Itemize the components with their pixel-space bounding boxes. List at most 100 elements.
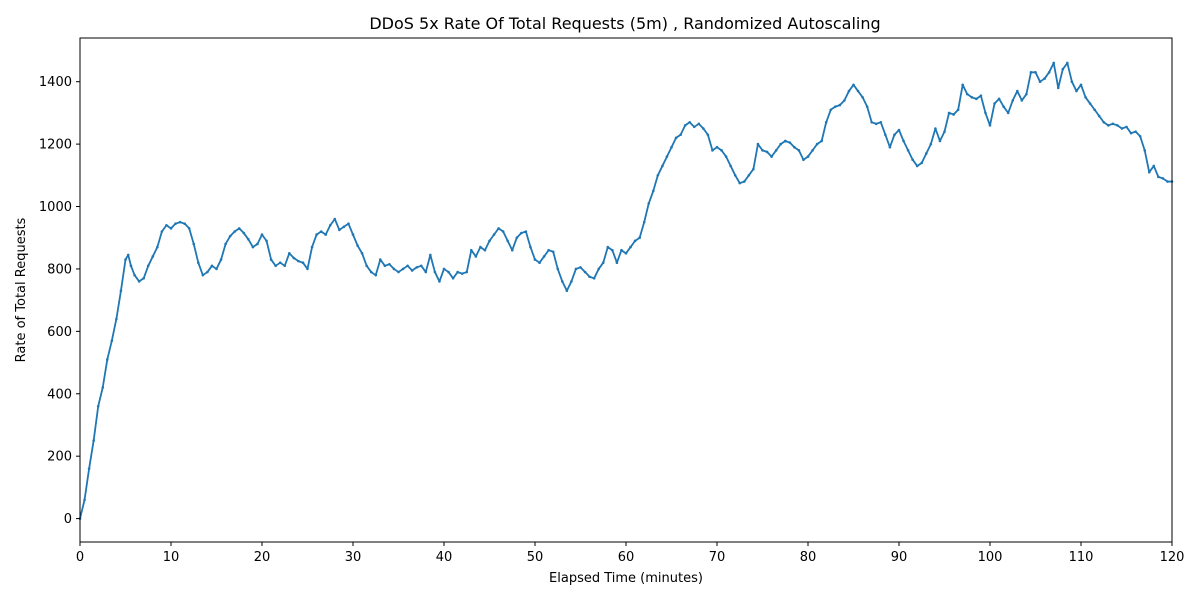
- data-point-76: [419, 264, 423, 268]
- data-point-108: [565, 289, 569, 293]
- x-tick-label: 0: [76, 550, 84, 565]
- data-point-40: [256, 242, 259, 246]
- data-point-91: [488, 239, 491, 243]
- data-point-176: [874, 122, 878, 126]
- data-point-38: [247, 237, 250, 241]
- data-point-187: [925, 152, 928, 155]
- data-point-87: [470, 248, 473, 252]
- data-point-103: [542, 255, 546, 258]
- data-point-126: [647, 202, 651, 205]
- data-point-235: [1143, 149, 1146, 152]
- data-point-53: [315, 233, 318, 236]
- data-point-188: [929, 142, 933, 146]
- data-point-33: [224, 242, 227, 246]
- data-point-84: [456, 270, 459, 274]
- data-point-4: [96, 404, 100, 408]
- data-point-34: [228, 234, 232, 238]
- data-point-16: [146, 264, 150, 268]
- data-point-192: [947, 111, 951, 115]
- data-point-122: [629, 245, 632, 249]
- data-point-223: [1088, 102, 1092, 105]
- data-point-205: [1006, 111, 1010, 115]
- data-point-50: [301, 261, 305, 264]
- data-point-81: [442, 267, 446, 271]
- data-point-92: [492, 233, 496, 236]
- data-point-203: [997, 97, 1001, 101]
- x-tick-label: 20: [254, 550, 271, 565]
- data-point-51: [306, 267, 309, 271]
- data-point-127: [652, 189, 655, 193]
- data-point-138: [702, 127, 705, 130]
- data-point-61: [351, 233, 355, 236]
- data-point-233: [1134, 130, 1137, 133]
- data-point-97: [515, 236, 519, 240]
- data-point-64: [365, 264, 368, 268]
- data-point-148: [747, 174, 751, 177]
- data-point-58: [338, 228, 341, 232]
- x-tick-label: 100: [978, 550, 1003, 565]
- data-point-175: [870, 120, 873, 124]
- data-point-201: [988, 124, 992, 127]
- data-point-94: [501, 230, 505, 233]
- y-tick-label: 1000: [39, 200, 72, 215]
- plot-area: 0 10 20 30 40 50 60 70 80 90 100 110 120 0 200 400 600 8…: [39, 37, 1184, 565]
- data-point-172: [856, 89, 860, 93]
- data-point-208: [1020, 99, 1024, 102]
- data-point-195: [961, 83, 964, 87]
- data-point-147: [743, 180, 746, 183]
- y-tick-label: 600: [47, 325, 72, 340]
- data-point-109: [570, 280, 573, 283]
- data-point-116: [601, 261, 605, 264]
- data-point-11: [126, 253, 130, 257]
- data-point-17: [151, 255, 155, 258]
- data-point-146: [738, 181, 742, 185]
- data-point-216: [1056, 86, 1060, 90]
- data-point-113: [588, 275, 591, 279]
- data-point-131: [670, 145, 673, 149]
- y-tick-label: 1400: [39, 75, 72, 90]
- data-point-118: [611, 248, 614, 252]
- data-point-194: [956, 108, 960, 112]
- data-point-124: [638, 236, 641, 240]
- data-point-15: [142, 277, 145, 280]
- data-point-29: [206, 270, 209, 274]
- data-point-78: [429, 253, 432, 257]
- data-point-170: [847, 89, 851, 93]
- data-point-200: [984, 111, 987, 115]
- data-point-142: [720, 149, 723, 152]
- data-point-86: [465, 270, 469, 274]
- data-point-160: [802, 158, 805, 162]
- data-point-8: [115, 317, 118, 321]
- data-point-177: [879, 120, 883, 124]
- data-point-68: [383, 264, 387, 268]
- data-point-237: [1152, 164, 1156, 168]
- x-tick-label: 60: [618, 550, 635, 565]
- data-point-149: [752, 167, 755, 171]
- data-point-209: [1025, 92, 1028, 96]
- y-tick-label: 200: [47, 450, 72, 465]
- x-axis-ticks: 0 10 20 30 40 50 60 70 80 90 100 110 120: [76, 542, 1184, 565]
- data-point-25: [187, 227, 191, 230]
- data-point-135: [688, 120, 691, 124]
- data-point-153: [770, 155, 773, 158]
- data-point-5: [101, 386, 105, 389]
- data-point-232: [1129, 131, 1133, 135]
- data-point-75: [415, 266, 419, 269]
- data-point-73: [406, 264, 409, 268]
- data-point-125: [642, 220, 646, 224]
- series-line-0: [79, 62, 1172, 519]
- data-point-165: [824, 120, 828, 124]
- data-point-37: [242, 231, 246, 235]
- data-point-123: [633, 239, 637, 243]
- data-point-168: [838, 103, 842, 107]
- data-point-212: [1038, 80, 1042, 83]
- data-point-20: [165, 223, 168, 227]
- x-tick-label: 10: [163, 550, 180, 565]
- data-point-130: [665, 155, 669, 158]
- x-axis-title: Elapsed Time (minutes): [549, 571, 703, 586]
- data-point-186: [920, 161, 924, 165]
- data-point-115: [597, 267, 600, 271]
- data-point-221: [1079, 83, 1083, 87]
